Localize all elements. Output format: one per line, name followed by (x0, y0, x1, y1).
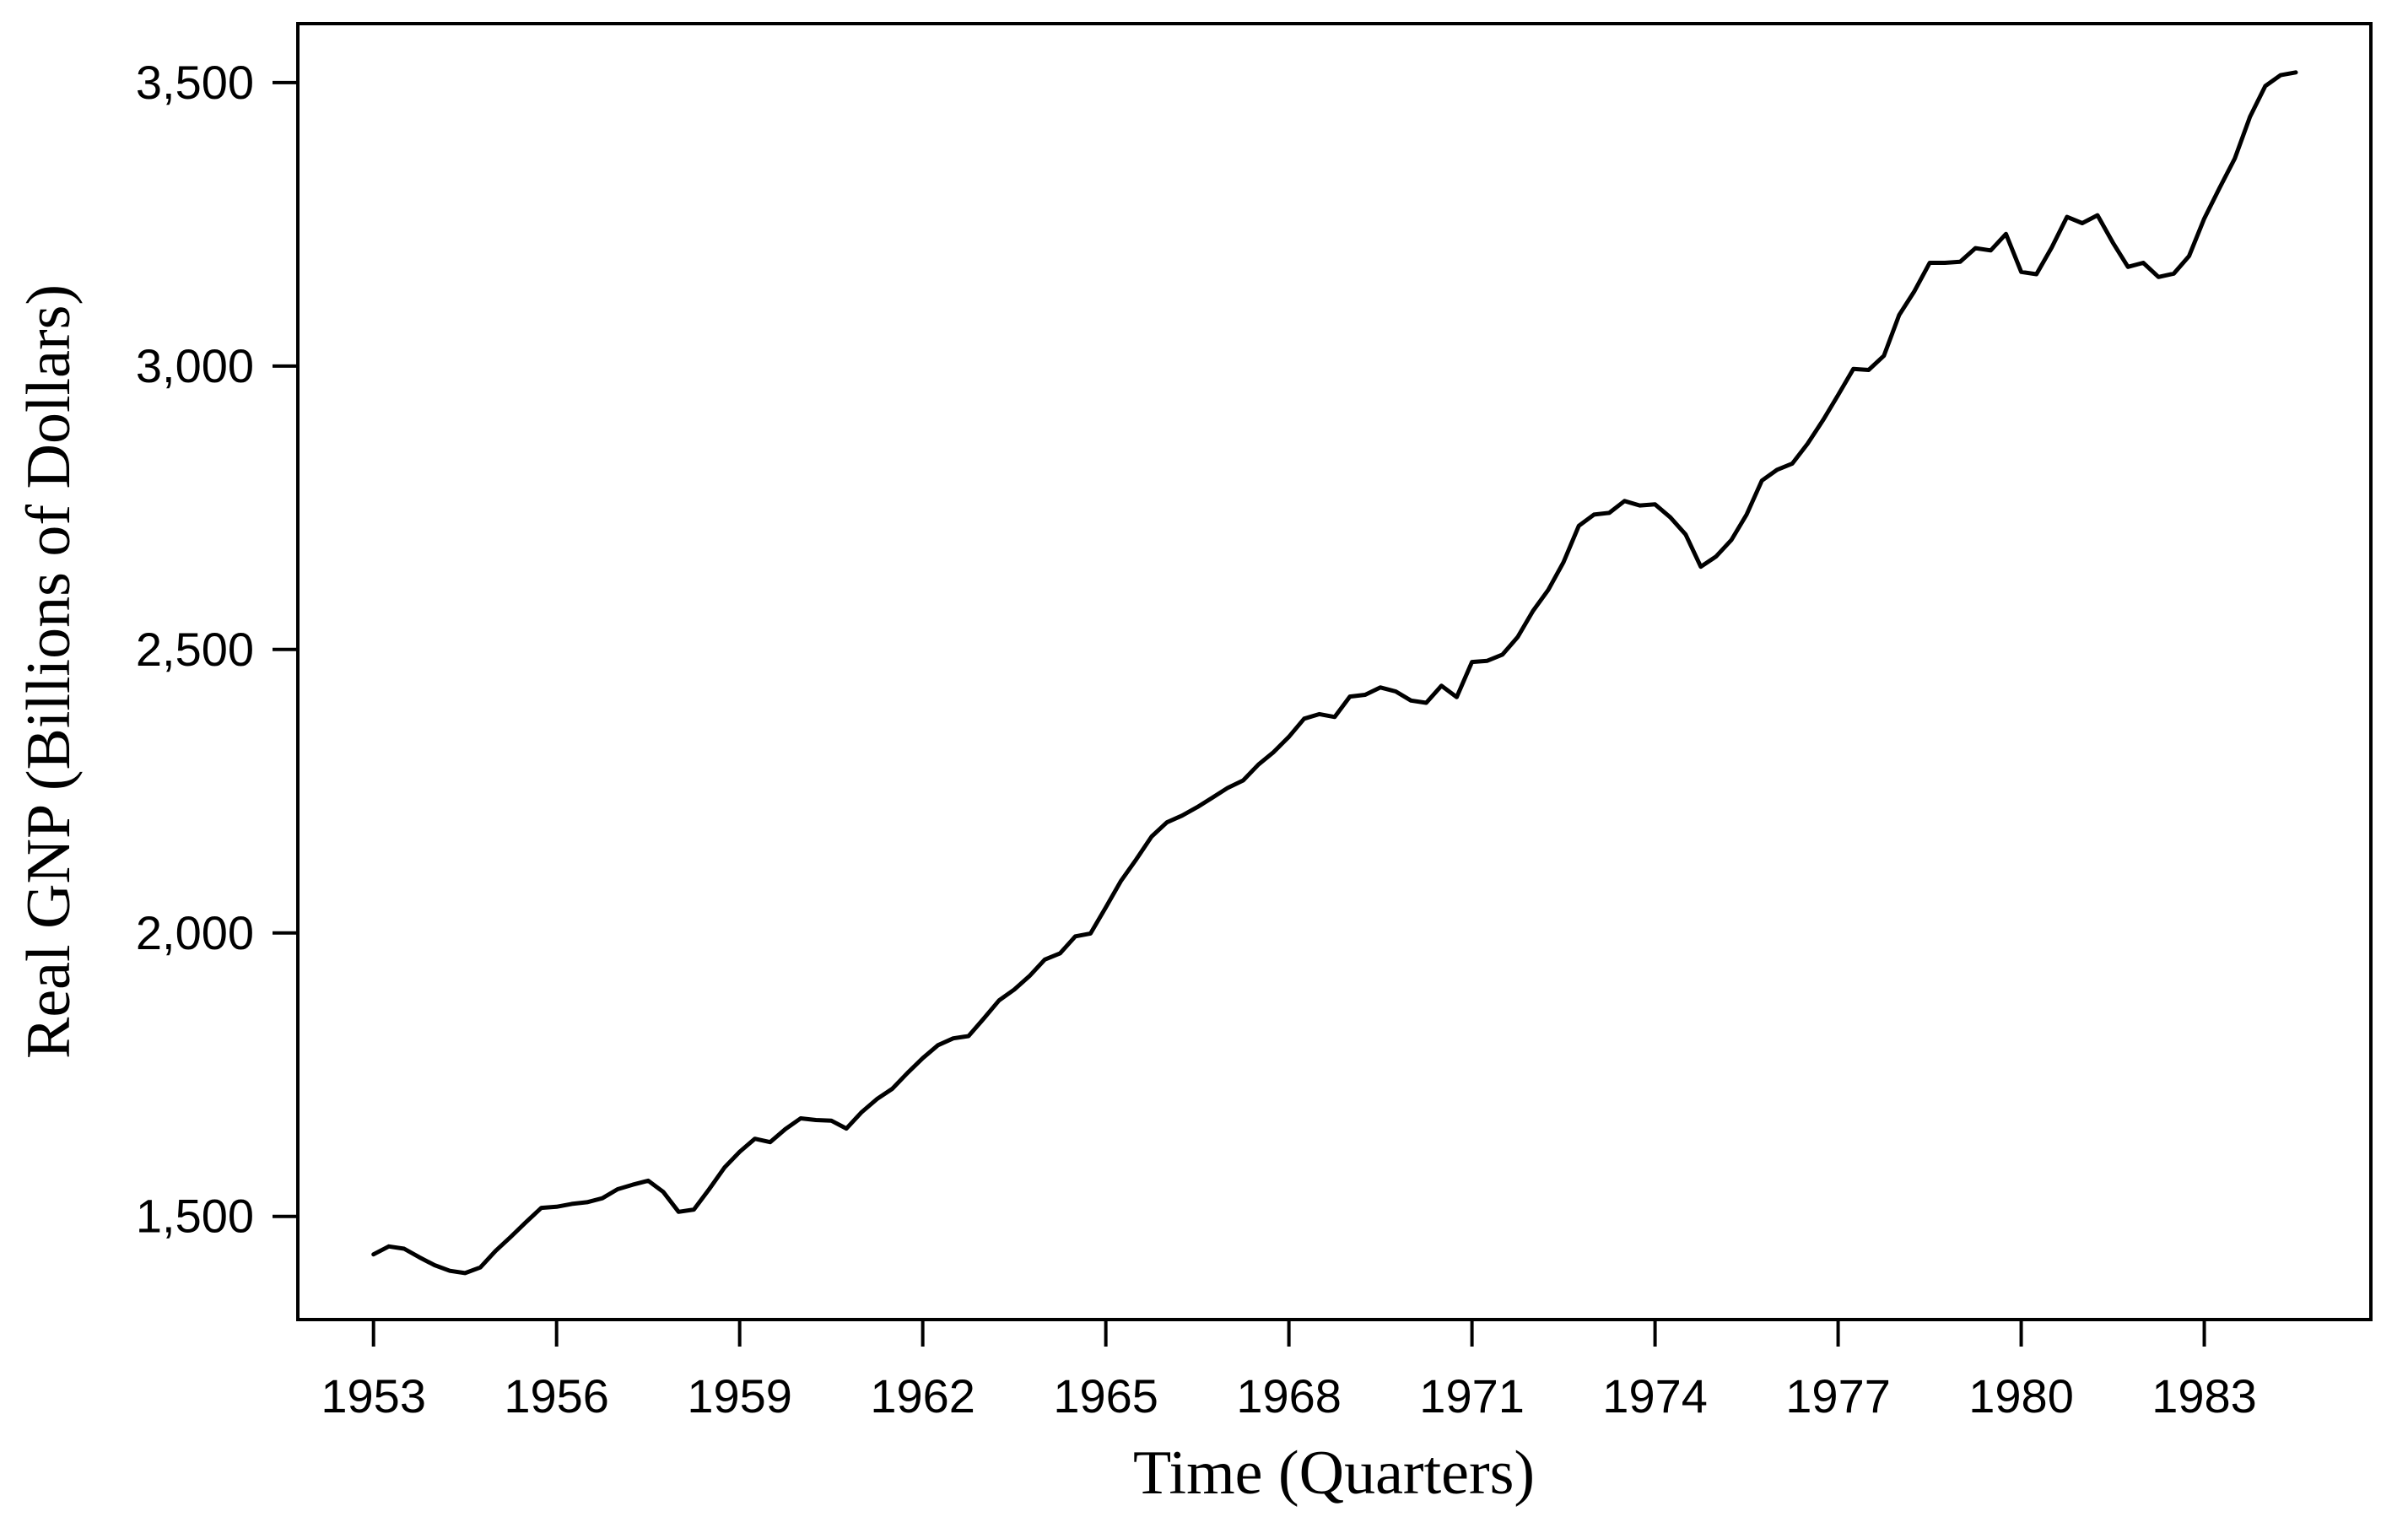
plot-border (296, 22, 2373, 1321)
x-tick-label: 1977 (1785, 1369, 1891, 1423)
x-tick-label: 1968 (1236, 1369, 1342, 1423)
x-tick-label: 1980 (1968, 1369, 2074, 1423)
x-tick-label: 1965 (1053, 1369, 1158, 1423)
x-axis-title: Time (Quarters) (1133, 1439, 1535, 1508)
x-tick-label: 1974 (1602, 1369, 1708, 1423)
x-tick-label: 1962 (870, 1369, 975, 1423)
x-tick-label: 1953 (321, 1369, 426, 1423)
y-axis-title: Real GNP (Billions of Dollars) (14, 284, 84, 1059)
y-tick-label: 2,000 (136, 906, 254, 959)
x-tick-label: 1971 (1419, 1369, 1525, 1423)
y-tick-label: 2,500 (136, 623, 254, 676)
x-tick-label: 1983 (2152, 1369, 2257, 1423)
y-tick-label: 3,000 (136, 339, 254, 392)
y-tick-label: 1,500 (136, 1190, 254, 1243)
gnp-series-line (371, 70, 2298, 1276)
x-tick-label: 1956 (504, 1369, 609, 1423)
x-tick-label: 1959 (687, 1369, 792, 1423)
y-axis: 1,500 2,000 2,500 3,000 3,500 (136, 56, 298, 1243)
y-tick-label: 3,500 (136, 56, 254, 109)
x-axis: 1953 1956 1959 1962 1965 1968 1971 1974 1977 1980… (321, 1320, 2257, 1423)
